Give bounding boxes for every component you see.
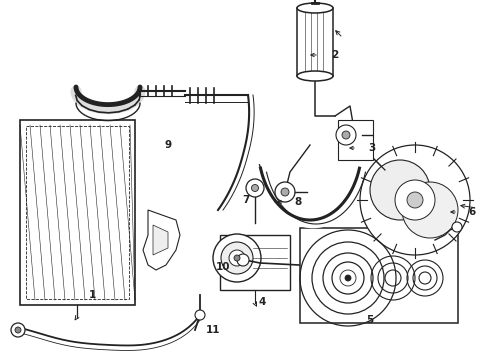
Circle shape <box>237 254 249 266</box>
Circle shape <box>229 250 245 266</box>
Circle shape <box>370 160 430 220</box>
Text: 5: 5 <box>367 315 374 325</box>
Bar <box>297 8 333 76</box>
Circle shape <box>15 327 21 333</box>
Text: 9: 9 <box>165 140 172 150</box>
Circle shape <box>213 234 261 282</box>
Polygon shape <box>153 225 168 255</box>
Circle shape <box>402 182 458 238</box>
Text: 3: 3 <box>368 143 376 153</box>
Ellipse shape <box>297 3 333 13</box>
Circle shape <box>452 222 462 232</box>
Circle shape <box>281 188 289 196</box>
Bar <box>300 228 458 323</box>
Circle shape <box>221 242 253 274</box>
Circle shape <box>11 323 25 337</box>
Circle shape <box>246 179 264 197</box>
Circle shape <box>195 310 205 320</box>
Circle shape <box>395 180 435 220</box>
Circle shape <box>251 184 259 192</box>
Text: 10: 10 <box>216 262 230 272</box>
Circle shape <box>345 275 351 281</box>
Text: 4: 4 <box>258 297 266 307</box>
Polygon shape <box>143 210 180 270</box>
Bar <box>338 120 373 160</box>
Bar <box>220 235 290 290</box>
Text: 2: 2 <box>331 50 339 60</box>
Text: 7: 7 <box>243 195 250 205</box>
Text: 6: 6 <box>468 207 476 217</box>
Ellipse shape <box>297 71 333 81</box>
Circle shape <box>342 131 350 139</box>
Circle shape <box>360 145 470 255</box>
Text: 1: 1 <box>88 290 96 300</box>
Bar <box>20 120 135 305</box>
Bar <box>26 126 129 299</box>
Circle shape <box>275 182 295 202</box>
Circle shape <box>336 125 356 145</box>
Text: 8: 8 <box>294 197 302 207</box>
Circle shape <box>234 255 240 261</box>
Circle shape <box>407 192 423 208</box>
Text: 11: 11 <box>206 325 220 335</box>
